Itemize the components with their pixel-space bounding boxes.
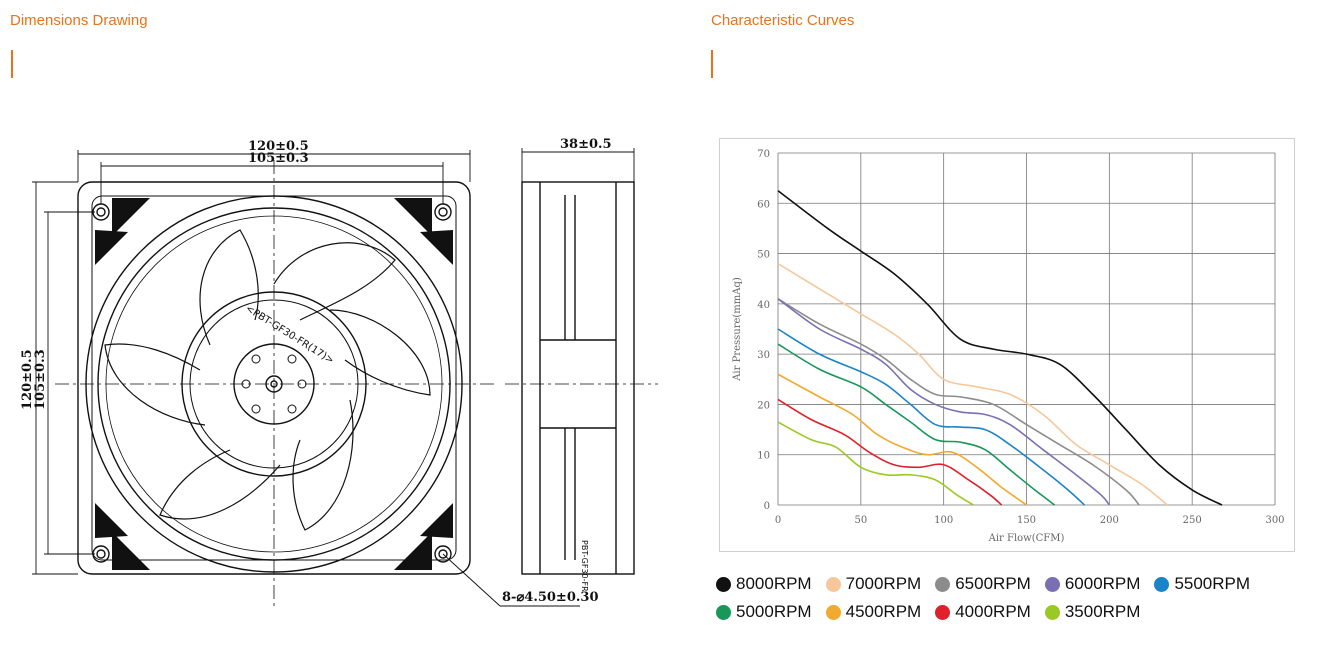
series-line-7000rpm bbox=[777, 262, 1168, 506]
dim-outer-height-label: 120±0.5 bbox=[20, 349, 35, 410]
legend-label: 6000RPM bbox=[1064, 574, 1141, 593]
legend-label: 6500RPM bbox=[955, 574, 1031, 593]
dimension-lines bbox=[32, 148, 635, 607]
series-line-3500rpm bbox=[777, 421, 974, 506]
x-tick-label: 50 bbox=[854, 515, 867, 526]
dimensions-drawing-title: Dimensions Drawing bbox=[10, 12, 148, 29]
fan-side-view bbox=[521, 181, 635, 575]
y-tick-label: 0 bbox=[764, 501, 770, 512]
legend-item-5000rpm: 5000RPM bbox=[716, 602, 812, 622]
characteristic-curves-chart: 0 50 100 150 200 250 300 0 10 20 30 40 50 60 70 Air Fl… bbox=[732, 149, 1285, 544]
legend-label: 8000RPM bbox=[736, 574, 812, 593]
legend-item-8000rpm: 8000RPM bbox=[716, 574, 812, 594]
chart-axes: 0 50 100 150 200 250 300 0 10 20 30 40 50 60 70 bbox=[757, 149, 1284, 526]
legend-dot-icon bbox=[1154, 576, 1170, 592]
hole-callout-label: 8-⌀4.50±0.30 bbox=[502, 590, 598, 605]
x-tick-label: 150 bbox=[1017, 515, 1036, 526]
legend-item-4500rpm: 4500RPM bbox=[825, 602, 922, 622]
series-line-5500rpm bbox=[777, 328, 1086, 506]
chart-series bbox=[777, 190, 1223, 506]
legend-dot-icon bbox=[935, 604, 951, 620]
dim-hole-width-label: 105±0.3 bbox=[248, 151, 309, 166]
center-lines bbox=[55, 160, 658, 606]
x-tick-label: 250 bbox=[1183, 515, 1202, 526]
legend-label: 5500RPM bbox=[1174, 574, 1251, 593]
fan-dimension-drawing: 120±0.5 105±0.3 38±0.5 120±0.5 105±0.3 8… bbox=[20, 137, 658, 607]
y-tick-label: 30 bbox=[757, 350, 770, 361]
legend-dot-icon bbox=[716, 604, 731, 620]
legend-label: 3500RPM bbox=[1064, 602, 1141, 621]
legend-dot-icon bbox=[825, 604, 841, 620]
legend-item-6500rpm: 6500RPM bbox=[935, 574, 1031, 594]
dim-depth-label: 38±0.5 bbox=[560, 137, 612, 152]
legend-item-7000rpm: 7000RPM bbox=[825, 574, 922, 594]
series-line-4500rpm bbox=[777, 373, 1027, 506]
series-line-4000rpm bbox=[777, 398, 1003, 506]
legend-label: 5000RPM bbox=[736, 602, 812, 621]
legend-dot-icon bbox=[716, 576, 731, 592]
x-tick-label: 100 bbox=[934, 515, 953, 526]
y-tick-label: 50 bbox=[757, 250, 770, 261]
characteristic-curves-title: Characteristic Curves bbox=[711, 12, 855, 29]
x-tick-label: 0 bbox=[775, 515, 781, 526]
legend-row: 8000RPM 7000RPM 6500RPM 6000RPM 5500RPM bbox=[716, 570, 1316, 598]
side-material-label: PBT-GF30-FR bbox=[580, 540, 589, 592]
dimensions-accent-bar bbox=[11, 50, 13, 78]
legend-row: 5000RPM 4500RPM 4000RPM 3500RPM bbox=[716, 598, 1316, 626]
y-axis-label: Air Pressure(mmAq) bbox=[732, 277, 743, 382]
corner-wedges bbox=[95, 198, 453, 570]
y-tick-label: 20 bbox=[757, 400, 770, 411]
y-tick-label: 70 bbox=[757, 149, 770, 160]
hub-material-label: <PBT-GF30-FR(17)> bbox=[243, 303, 335, 366]
chart-grid bbox=[777, 152, 1276, 506]
legend-label: 4500RPM bbox=[845, 602, 922, 621]
legend-item-6000rpm: 6000RPM bbox=[1044, 574, 1141, 594]
chart-legend: 8000RPM 7000RPM 6500RPM 6000RPM 5500RPM 5000… bbox=[716, 570, 1316, 626]
legend-item-4000rpm: 4000RPM bbox=[935, 602, 1031, 622]
legend-dot-icon bbox=[825, 576, 841, 592]
chart-panel: 0 50 100 150 200 250 300 0 10 20 30 40 50 60 70 Air Fl… bbox=[719, 138, 1295, 552]
y-tick-label: 40 bbox=[757, 300, 770, 311]
y-tick-label: 10 bbox=[757, 451, 770, 462]
x-tick-label: 200 bbox=[1100, 515, 1119, 526]
legend-dot-icon bbox=[1044, 576, 1060, 592]
legend-label: 7000RPM bbox=[845, 574, 922, 593]
fan-blades bbox=[104, 229, 431, 531]
series-line-6000rpm bbox=[777, 298, 1110, 506]
y-tick-label: 60 bbox=[757, 199, 770, 210]
legend-label: 4000RPM bbox=[955, 602, 1031, 621]
x-tick-label: 300 bbox=[1265, 515, 1284, 526]
dim-outer-width-label: 120±0.5 bbox=[248, 139, 309, 154]
legend-item-3500rpm: 3500RPM bbox=[1044, 602, 1141, 622]
x-axis-label: Air Flow(CFM) bbox=[988, 533, 1065, 544]
series-line-6500rpm bbox=[777, 298, 1140, 506]
legend-dot-icon bbox=[1044, 604, 1060, 620]
series-line-5000rpm bbox=[777, 343, 1056, 506]
legend-dot-icon bbox=[935, 576, 951, 592]
dim-hole-height-label: 105±0.3 bbox=[33, 349, 48, 410]
series-line-8000rpm bbox=[777, 190, 1223, 506]
curves-accent-bar bbox=[711, 50, 713, 78]
legend-item-5500rpm: 5500RPM bbox=[1154, 574, 1250, 594]
